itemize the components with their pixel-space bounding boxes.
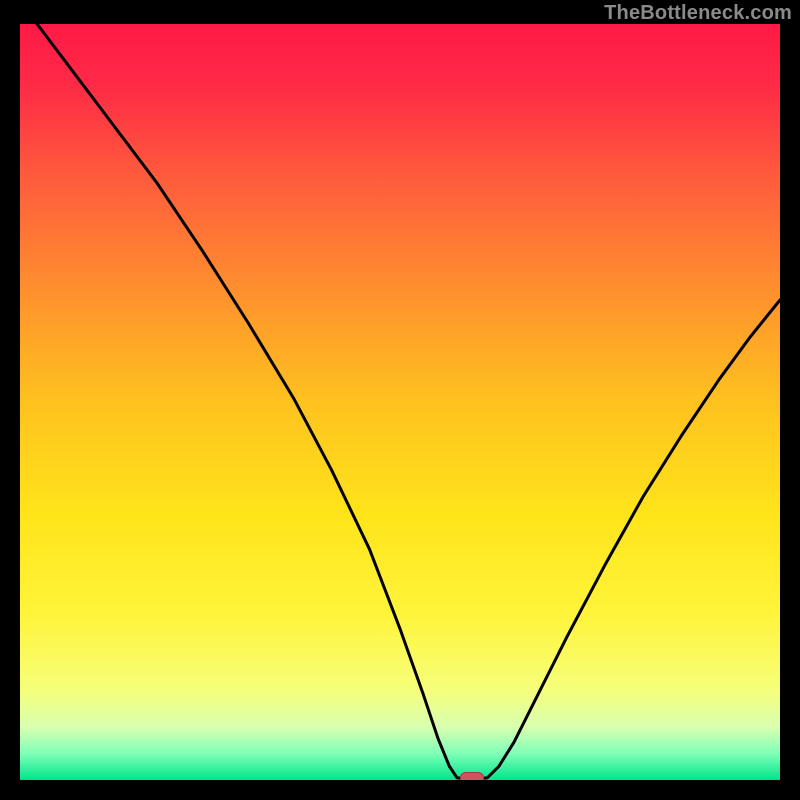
chart-frame: TheBottleneck.com [0, 0, 800, 800]
curve-line [20, 24, 780, 780]
bottleneck-curve-path [20, 24, 780, 780]
watermark-text: TheBottleneck.com [604, 2, 792, 25]
plot-area [20, 24, 780, 780]
minimum-marker [460, 772, 484, 780]
